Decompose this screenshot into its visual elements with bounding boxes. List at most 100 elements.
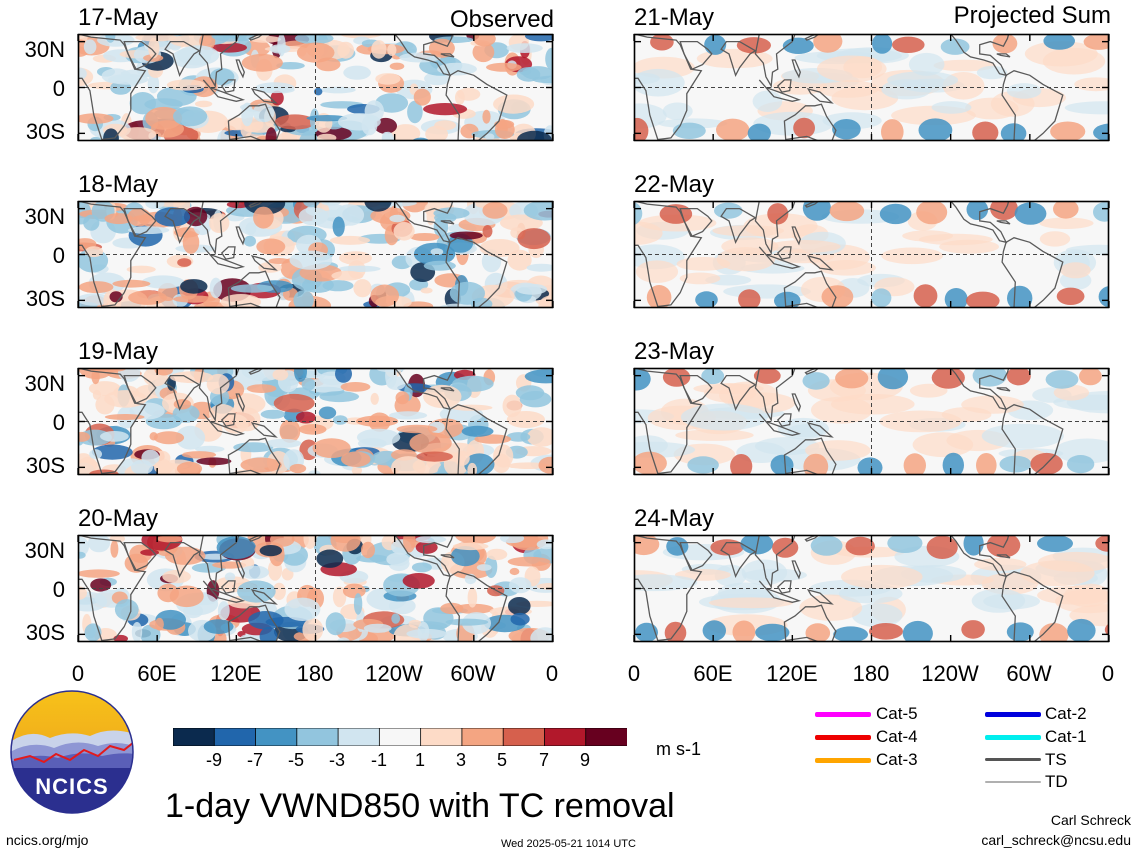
- coastline: [804, 201, 820, 208]
- anomaly-patch: [370, 392, 379, 405]
- anomaly-patch: [78, 551, 86, 559]
- axis-ticks: [77, 368, 554, 475]
- legend-swatch-cat3: [815, 758, 871, 763]
- projected-header: Projected Sum: [953, 2, 1111, 29]
- lon-label: 60E: [693, 661, 733, 686]
- anomaly-patch: [1037, 535, 1073, 552]
- lat-label: 30S: [25, 620, 65, 645]
- coastline: [949, 368, 1010, 411]
- axis-ticks: [633, 535, 1110, 642]
- legend-label-cat1: Cat-1: [1045, 727, 1087, 746]
- anomaly-patch: [634, 451, 667, 475]
- anomaly-patch: [437, 62, 477, 76]
- anomaly-patch: [343, 65, 371, 80]
- coastline: [78, 34, 147, 141]
- anomaly-patch: [1056, 287, 1085, 305]
- anomaly-patch: [939, 239, 999, 254]
- anomaly-patch: [793, 117, 815, 139]
- anomaly-patch: [296, 42, 335, 63]
- anomaly-patch: [494, 119, 515, 129]
- anomaly-patch: [1098, 286, 1109, 308]
- vwnd-map-panel: [77, 534, 554, 643]
- anomaly-patch: [662, 102, 693, 120]
- anomaly-patch: [976, 65, 1008, 80]
- anomaly-patch: [272, 369, 289, 381]
- anomaly-patch: [78, 586, 87, 600]
- lat-label: 30S: [25, 119, 65, 144]
- anomaly-patch: [356, 428, 401, 446]
- anomaly-patch: [259, 545, 282, 557]
- anomaly-patch: [913, 284, 938, 308]
- colorbar-swatch: [378, 728, 422, 746]
- coastline: [1001, 403, 1064, 475]
- anomaly-patch: [240, 565, 270, 580]
- anomaly-patch: [224, 572, 236, 582]
- coastline: [78, 535, 147, 642]
- anomaly-patch: [507, 556, 551, 567]
- anomaly-patch: [196, 457, 232, 466]
- anomaly-patch: [515, 283, 548, 295]
- coastline: [754, 34, 796, 89]
- colorbar-swatch: [213, 728, 257, 746]
- anomaly-patch: [322, 280, 354, 292]
- anomaly-patch: [1054, 438, 1109, 464]
- anomaly-patch: [918, 118, 953, 141]
- anomaly-patch: [276, 62, 305, 70]
- anomaly-patch: [909, 383, 948, 398]
- anomaly-patch: [289, 463, 307, 474]
- coastline: [758, 246, 802, 269]
- colorbar-tick-label: -7: [246, 750, 263, 770]
- coastline: [235, 59, 245, 79]
- anomaly-patch: [961, 620, 985, 639]
- anomaly-patch: [499, 214, 543, 232]
- anomaly-patch: [170, 371, 214, 384]
- anomaly-patch: [145, 201, 165, 209]
- anomaly-patch: [782, 37, 814, 54]
- anomaly-patch: [216, 536, 256, 559]
- anomaly-patch: [387, 44, 397, 56]
- anomaly-patch: [83, 39, 97, 55]
- lon-label: 180: [852, 661, 890, 686]
- anomaly-patch: [440, 602, 464, 614]
- anomaly-patch: [1006, 622, 1034, 642]
- ncics-url[interactable]: ncics.org/mjo: [6, 832, 89, 848]
- coastline: [679, 207, 713, 238]
- anomaly-patch: [353, 279, 372, 298]
- panel-date: 21-May: [634, 4, 715, 31]
- anomaly-patch: [411, 562, 432, 573]
- anomaly-patch: [881, 119, 904, 141]
- legend-swatch-cat5: [815, 712, 871, 717]
- author-email[interactable]: carl_schreck@ncsu.edu: [981, 832, 1131, 848]
- anomaly-patch: [148, 37, 160, 59]
- anomaly-patch: [1006, 368, 1031, 386]
- anomaly-patch: [1093, 202, 1109, 222]
- colorbar-tick-label: 1: [414, 750, 425, 770]
- anomaly-patch: [524, 369, 553, 384]
- anomaly-patch: [687, 456, 719, 474]
- anomaly-patch: [364, 201, 392, 212]
- coastline: [1001, 570, 1064, 642]
- anomaly-patch: [91, 444, 133, 460]
- anomaly-patch: [482, 109, 491, 124]
- anomaly-patch: [241, 53, 283, 72]
- anomaly-patch: [680, 403, 768, 431]
- anomaly-patch: [525, 34, 553, 42]
- anomaly-patch: [473, 34, 496, 47]
- anomaly-patch: [986, 535, 1021, 558]
- anomaly-patch: [770, 454, 794, 475]
- anomaly-patch: [246, 384, 277, 393]
- anomaly-patch: [519, 391, 552, 408]
- anomaly-patch: [768, 240, 841, 253]
- lon-label: 0: [71, 661, 85, 686]
- coastline: [250, 254, 278, 271]
- anomaly-patch: [730, 454, 753, 475]
- anomaly-patch: [430, 248, 444, 256]
- coastline: [123, 374, 157, 405]
- anomaly-patch: [415, 535, 447, 544]
- anomaly-patch: [452, 375, 494, 392]
- coastline: [393, 34, 454, 77]
- anomaly-patch: [391, 456, 426, 475]
- anomaly-patch: [78, 67, 87, 80]
- coastline: [248, 34, 264, 41]
- colorbar-swatch: [585, 728, 627, 746]
